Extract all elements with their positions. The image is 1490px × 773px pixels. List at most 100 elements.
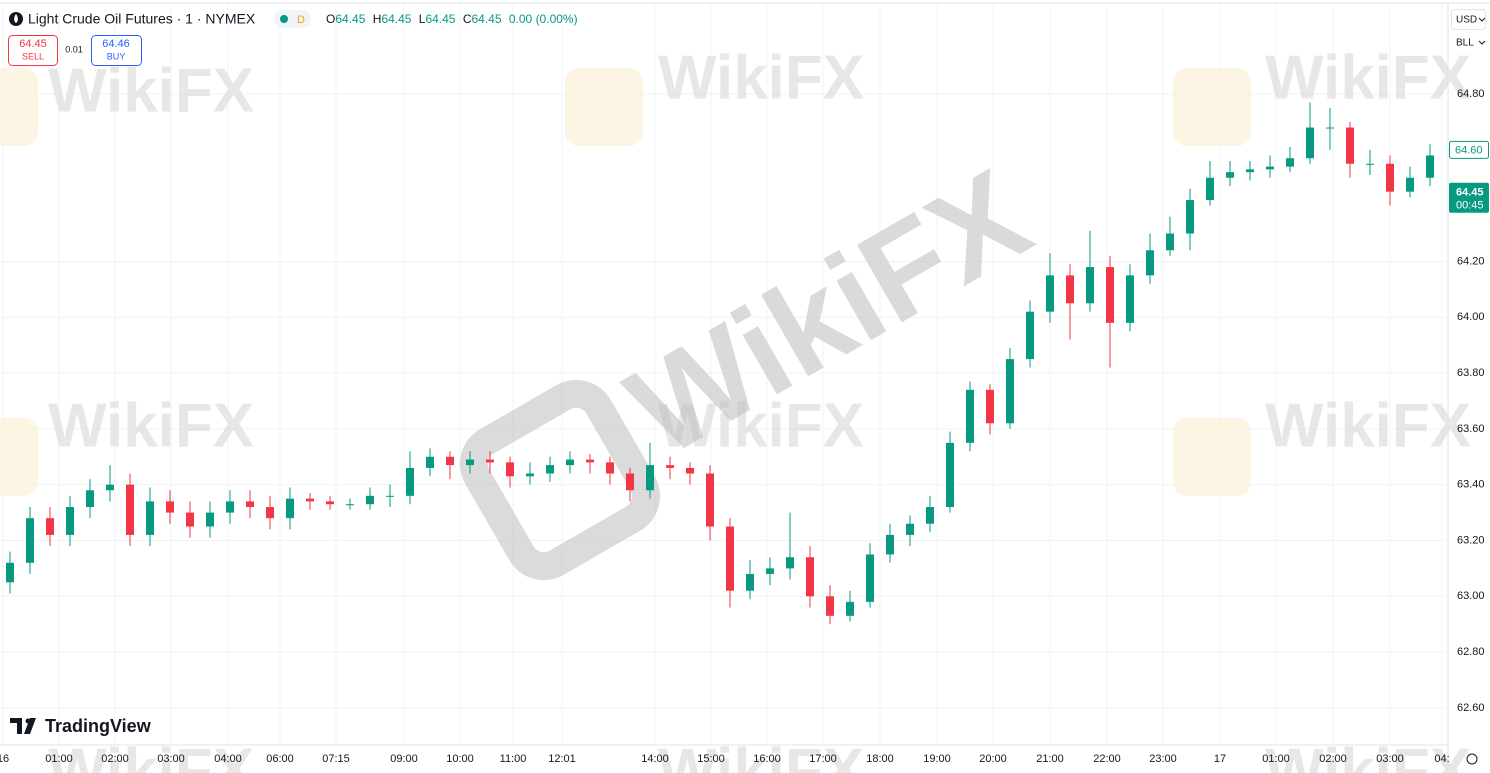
watermark: WikiFX — [48, 736, 254, 773]
last-price-label: 64.45 — [1456, 187, 1484, 199]
price-axis: 62.60 62.80 63.00 63.20 63.40 63.60 63.80 64.00… — [1449, 88, 1489, 714]
logo-text: TradingView — [45, 716, 152, 736]
candle-body — [1106, 267, 1114, 323]
candle-body — [746, 573, 754, 591]
candle-body — [566, 459, 574, 466]
last-price-box — [1449, 182, 1489, 213]
watermark: WikiFX — [1265, 391, 1471, 460]
candle-body — [1246, 169, 1254, 173]
candle-body — [846, 601, 854, 616]
settings-icon[interactable] — [1466, 753, 1478, 765]
candle-body — [246, 501, 254, 507]
x-tick-label: 09:00 — [390, 753, 418, 765]
candle-body — [926, 506, 934, 524]
candle-body — [866, 554, 874, 602]
y-tick-label: 62.60 — [1457, 702, 1485, 714]
candle-body — [786, 557, 794, 569]
watermark: WikiFX — [1265, 736, 1471, 773]
currency: USD — [1456, 15, 1477, 26]
y-tick-label: 63.20 — [1457, 534, 1485, 546]
candle-body — [346, 504, 354, 506]
buy-price: 64.46 — [102, 38, 130, 50]
x-tick-label: 04:00 — [214, 753, 242, 765]
chevron — [1478, 40, 1486, 45]
candle-body — [1066, 275, 1074, 304]
symbol-icon-drop — [14, 14, 18, 23]
sell-label: SELL — [22, 51, 44, 61]
candle-body — [626, 473, 634, 491]
candle-body — [1186, 200, 1194, 234]
candle-body — [266, 506, 274, 519]
candle-body — [366, 495, 374, 505]
x-tick-label: 02:00 — [1319, 753, 1347, 765]
sell-price: 64.45 — [19, 38, 47, 50]
watermark: WikiFX — [658, 43, 864, 112]
unit[interactable]: BLL — [1456, 38, 1474, 49]
y-tick-label: 64.80 — [1457, 88, 1485, 100]
x-tick-label: 22:00 — [1093, 753, 1121, 765]
x-tick-label: 01:00 — [1262, 753, 1290, 765]
candle-body — [886, 534, 894, 555]
candle-body — [66, 506, 74, 535]
candle-body — [546, 465, 554, 474]
candle-body — [1346, 127, 1354, 164]
price-marker-label: 64.60 — [1455, 145, 1483, 157]
market-open-dot — [280, 15, 288, 23]
candle-body — [146, 501, 154, 535]
candle-body — [86, 490, 94, 507]
x-tick-label: 01:00 — [45, 753, 73, 765]
candle-body — [226, 501, 234, 513]
candle-body — [386, 495, 394, 497]
y-tick-label: 64.20 — [1457, 255, 1485, 267]
x-tick-label: 12:01 — [548, 753, 576, 765]
candle-body — [6, 562, 14, 583]
buy-button[interactable] — [91, 35, 142, 66]
x-tick-label: 06:00 — [266, 753, 294, 765]
candle-body — [1406, 177, 1414, 192]
candle-body — [966, 389, 974, 443]
y-tick-label: 64.00 — [1457, 311, 1485, 323]
watermark: WikiFX — [1265, 43, 1471, 112]
candle-body — [1206, 177, 1214, 201]
sell-button[interactable] — [8, 35, 58, 66]
candle-body — [1146, 250, 1154, 276]
candle-body — [646, 465, 654, 491]
watermark: WikiFX — [658, 391, 864, 460]
candle-body — [1266, 166, 1274, 170]
countdown: 00:45 — [1456, 200, 1484, 212]
candle-body — [1126, 275, 1134, 323]
candle-body — [1086, 267, 1094, 304]
candle-body — [906, 523, 914, 535]
candle-body — [946, 442, 954, 507]
x-tick-label: 14:00 — [641, 753, 669, 765]
candle-body — [986, 389, 994, 424]
candle-body — [1426, 155, 1434, 178]
candle-body — [106, 484, 114, 491]
x-tick-label: 10:00 — [446, 753, 474, 765]
ohlc-value: 64.45 — [472, 12, 502, 26]
candle-body — [726, 526, 734, 591]
candle-body — [506, 462, 514, 477]
ohlc-change: 0.00 (0.00%) — [509, 12, 578, 26]
candle-body — [406, 467, 414, 496]
tradingview-logo[interactable]: TradingView — [10, 716, 152, 736]
status-pill[interactable] — [274, 10, 311, 28]
x-tick-label: 03:00 — [1376, 753, 1404, 765]
watermark: WikiFX — [48, 56, 254, 125]
y-tick-label: 63.80 — [1457, 367, 1485, 379]
candle-body — [1366, 163, 1374, 165]
candle-body — [126, 484, 134, 535]
ohlc-key: H — [373, 12, 382, 26]
watermark-logo — [459, 379, 661, 581]
price-marker-box — [1449, 140, 1489, 159]
symbol-title[interactable]: Light Crude Oil Futures · 1 · NYMEX — [28, 11, 256, 27]
currency-button[interactable] — [1451, 9, 1486, 30]
candle-body — [1006, 359, 1014, 424]
x-tick-label: 21:00 — [1036, 753, 1064, 765]
watermark-logo — [0, 418, 38, 496]
x-tick-label: 19:00 — [923, 753, 951, 765]
candle-body — [426, 456, 434, 468]
ohlc-key: C — [463, 12, 472, 26]
buy-label: BUY — [107, 51, 126, 61]
